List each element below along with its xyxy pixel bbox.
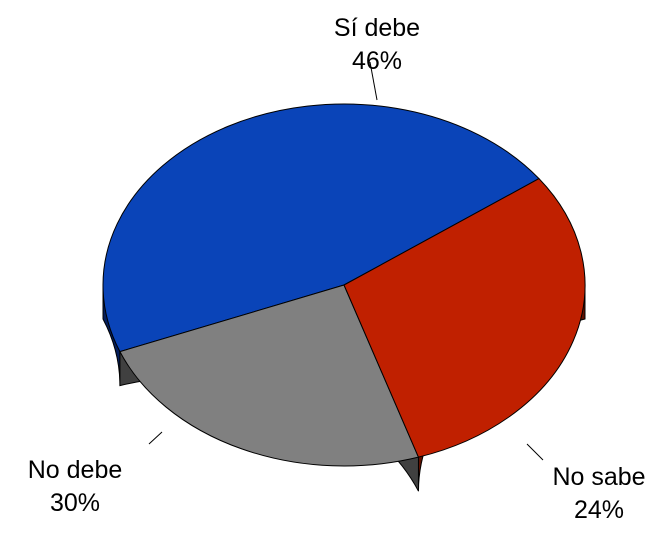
slice-si-debe [102, 103, 540, 353]
slice-label-no-sabe: No sabe [552, 463, 645, 491]
slice-value-no-sabe: 24% [574, 496, 624, 524]
leader-line-no-sabe [526, 443, 544, 461]
pie-top-faces [102, 103, 586, 467]
slice-label-no-debe: No debe [28, 456, 123, 484]
slice-value-no-debe: 30% [50, 489, 100, 517]
slice-value-si-debe: 46% [352, 47, 402, 75]
slice-no-debe [343, 178, 586, 458]
slice-no-sabe [119, 284, 419, 467]
leader-line-si-debe [369, 61, 378, 101]
slice-label-si-debe: Sí debe [334, 14, 420, 42]
leader-line-no-debe [148, 431, 163, 445]
pie-labels: Sí debe 46% No sabe 24% No debe 30% [28, 14, 646, 524]
